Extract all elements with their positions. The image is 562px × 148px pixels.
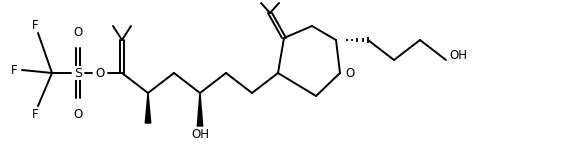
Text: O: O (346, 66, 355, 79)
Text: OH: OH (449, 49, 467, 62)
Text: S: S (74, 66, 82, 79)
Text: OH: OH (191, 128, 209, 141)
Text: O: O (96, 66, 105, 79)
Polygon shape (197, 93, 203, 126)
Text: F: F (31, 107, 38, 120)
Text: O: O (74, 25, 83, 38)
Text: O: O (74, 107, 83, 120)
Text: F: F (11, 63, 17, 77)
Text: F: F (31, 18, 38, 32)
Polygon shape (145, 93, 151, 123)
